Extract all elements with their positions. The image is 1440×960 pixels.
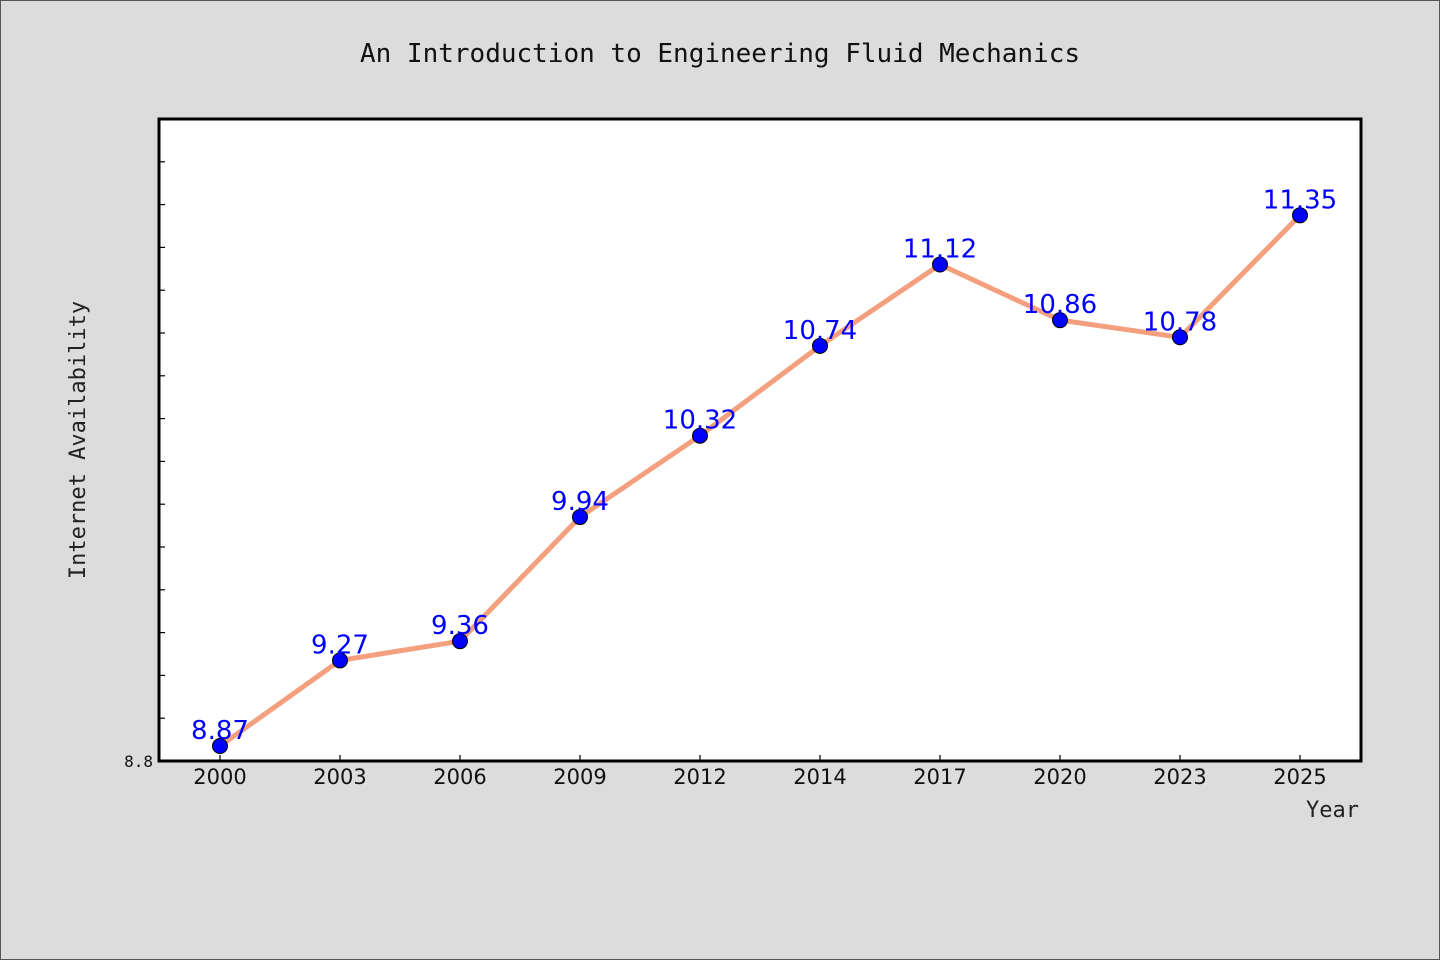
x-tick-label: 2012 [673,765,726,789]
data-point [692,427,708,444]
data-label: 10.78 [1143,307,1217,337]
data-label: 10.74 [783,316,857,346]
data-label: 8.87 [191,716,249,746]
data-label: 9.27 [311,630,369,660]
x-tick-label: 2006 [433,765,486,789]
data-point [332,652,348,669]
x-tick-label: 2014 [793,765,846,789]
data-label: 10.32 [663,406,737,436]
series-line [217,212,1303,749]
x-tick-label: 2023 [1153,765,1206,789]
plot-area [157,117,1363,763]
x-tick-label: 2017 [913,765,966,789]
x-axis-tick-labels: 2000 2003 2006 2009 2012 2014 2017 2020 2023 2025 [193,765,1326,789]
data-point [452,633,468,650]
x-axis-label: Year [1306,798,1359,823]
data-label: 11.12 [903,235,977,265]
data-point [1052,312,1068,329]
x-tick-label: 2000 [193,765,246,789]
chart-title: An Introduction to Engineering Fluid Mec… [360,39,1080,69]
x-tick-label: 2025 [1273,765,1326,789]
y-axis-label: Internet Availability [66,301,91,579]
x-tick-label: 2003 [313,765,366,789]
x-tick-label: 2020 [1033,765,1086,789]
x-tick-label: 2009 [553,765,606,789]
data-point [1172,329,1188,346]
data-label: 9.94 [551,487,609,517]
data-point [1292,207,1308,224]
data-label: 9.36 [431,611,489,641]
y-tick-label: 8.8 [124,752,153,771]
data-point [932,256,948,273]
data-point [212,738,228,755]
data-label: 11.35 [1263,185,1337,215]
data-point [572,509,588,526]
data-point [812,337,828,354]
series-markers [212,207,1308,755]
data-labels: 8.87 9.27 9.36 9.94 10.32 10.74 11.12 10.86 10.7… [191,185,1337,746]
x-axis-ticks [219,755,1301,761]
y-axis-tick-labels: 8.8 [124,752,153,771]
data-label: 10.86 [1023,290,1097,320]
y-axis-ticks [159,118,165,762]
